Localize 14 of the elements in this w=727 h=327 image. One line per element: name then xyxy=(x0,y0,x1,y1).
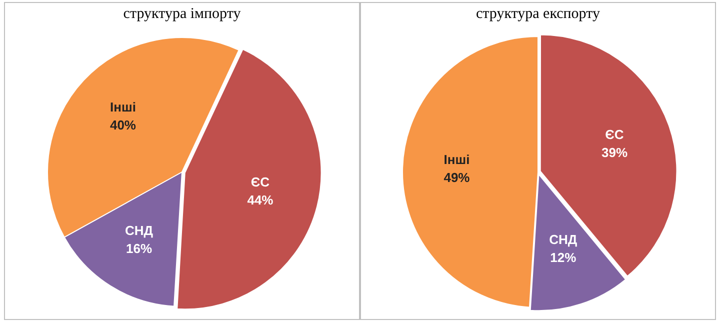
chart-title: структура експорту xyxy=(475,5,601,24)
data-label: 44% xyxy=(247,192,274,208)
slice-label: СНД xyxy=(124,222,154,238)
slice-label: Інші xyxy=(444,152,470,168)
data-label: 49% xyxy=(444,170,470,186)
chart-title: структура імпорту xyxy=(122,5,242,24)
data-label: 40% xyxy=(110,118,136,133)
slice-label: СНД xyxy=(549,232,578,247)
slice-label: ЄС xyxy=(250,174,270,190)
data-label: 16% xyxy=(126,240,152,256)
data-label: 39% xyxy=(601,145,628,160)
slice-label: Інші xyxy=(110,100,136,115)
data-label: 12% xyxy=(550,250,577,265)
slice-label: ЄС xyxy=(605,127,624,142)
